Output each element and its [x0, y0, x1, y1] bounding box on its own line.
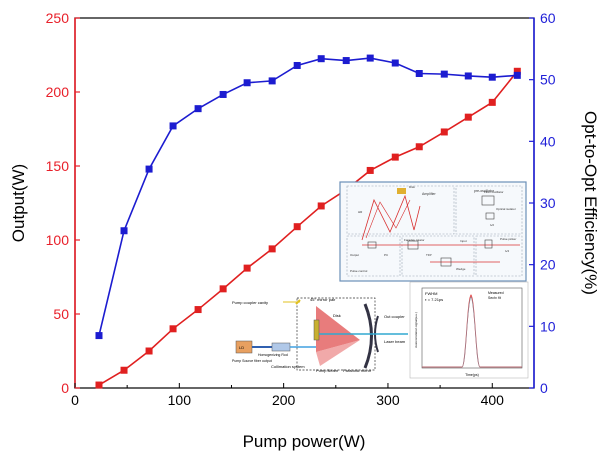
svg-text:Input: Input	[460, 239, 467, 243]
right-tick-label: 30	[540, 195, 556, 211]
svg-text:Collimation system: Collimation system	[271, 364, 305, 369]
data-point-efficiency	[293, 61, 301, 69]
inset-cavity-diagram: Pump coupler cavity 45° mirror pair Disk…	[230, 294, 410, 378]
data-point-efficiency	[145, 165, 153, 173]
data-point-efficiency	[366, 54, 374, 62]
svg-text:Disk: Disk	[333, 313, 341, 318]
x-tick-label: 0	[71, 392, 79, 408]
axis-ticks: 0 100 200 300 400 0 50 100 150 200 250 0 10 20 30 40 50 6…	[46, 10, 556, 408]
x-tick-label: 100	[168, 392, 192, 408]
svg-text:Faraday rotator: Faraday rotator	[404, 238, 425, 242]
series-line-output	[98, 70, 518, 386]
data-point-output	[243, 264, 251, 272]
svg-text:HR: HR	[358, 210, 363, 214]
data-point-output	[513, 67, 521, 75]
svg-text:Pump coupler cavity: Pump coupler cavity	[232, 300, 268, 305]
data-point-output	[219, 285, 227, 293]
data-point-efficiency	[95, 332, 103, 340]
right-tick-label: 50	[540, 72, 556, 88]
svg-text:Measured: Measured	[488, 291, 504, 295]
svg-text:τ = 7.21ps: τ = 7.21ps	[425, 297, 443, 302]
svg-text:Out coupler: Out coupler	[384, 314, 405, 319]
svg-text:Fiber oscillator: Fiber oscillator	[484, 190, 504, 194]
data-point-efficiency	[391, 59, 399, 67]
data-point-efficiency	[513, 71, 521, 79]
left-tick-label: 200	[46, 84, 70, 100]
data-point-output	[464, 113, 472, 121]
svg-text:λ/4: λ/4	[505, 249, 509, 253]
left-tick-label: 100	[46, 232, 70, 248]
data-point-output	[415, 143, 423, 151]
svg-text:Pump Source fiber output: Pump Source fiber output	[232, 359, 272, 363]
x-axis-title: Pump power(W)	[243, 432, 366, 451]
svg-text:TFP: TFP	[426, 253, 432, 257]
right-tick-label: 0	[540, 380, 548, 396]
data-point-output	[95, 381, 103, 389]
x-tick-label: 300	[376, 392, 400, 408]
series-layer	[95, 54, 521, 389]
data-point-output	[440, 128, 448, 136]
inset-autocorrelation: FWHM τ = 7.21ps Measured Sech² fit Autoc…	[409, 281, 529, 379]
data-point-output	[488, 98, 496, 106]
data-point-output	[366, 166, 374, 174]
data-point-output	[268, 245, 276, 253]
svg-text:Time(ps): Time(ps)	[465, 373, 479, 377]
svg-text:45° mirror pair: 45° mirror pair	[310, 297, 336, 302]
svg-text:Parabolic mirror: Parabolic mirror	[343, 368, 372, 373]
svg-text:Optical isolator: Optical isolator	[496, 207, 516, 211]
svg-text:Pump Beam: Pump Beam	[316, 368, 339, 373]
data-point-efficiency	[120, 227, 128, 235]
svg-text:Homogenizing Rod: Homogenizing Rod	[258, 353, 288, 357]
data-point-output	[194, 306, 202, 314]
data-point-efficiency	[488, 73, 496, 81]
data-point-efficiency	[169, 122, 177, 130]
svg-text:pre-oscillator: pre-oscillator	[474, 189, 495, 193]
right-tick-label: 60	[540, 10, 556, 26]
svg-text:Pulse picker: Pulse picker	[500, 237, 516, 241]
svg-text:Autocorrelation signal(a.u.): Autocorrelation signal(a.u.)	[414, 312, 418, 348]
svg-text:FWHM: FWHM	[425, 291, 437, 296]
data-point-efficiency	[194, 105, 202, 113]
data-point-efficiency	[464, 72, 472, 80]
data-point-output	[120, 366, 128, 374]
data-point-efficiency	[342, 57, 350, 65]
data-point-efficiency	[268, 77, 276, 85]
inset-laser-schematic: Amplifier pre-oscillator Fiber oscillato…	[339, 181, 527, 282]
data-point-output	[317, 202, 325, 210]
data-point-output	[391, 153, 399, 161]
x-tick-label: 200	[272, 392, 296, 408]
svg-text:λ/2: λ/2	[490, 223, 494, 227]
svg-text:Sech² fit: Sech² fit	[488, 296, 501, 300]
svg-text:Amplifier: Amplifier	[422, 192, 436, 196]
data-point-efficiency	[219, 90, 227, 98]
right-tick-label: 10	[540, 318, 556, 334]
right-axis-title: Opt-to-Opt Efficiency(%)	[581, 111, 600, 295]
right-tick-label: 40	[540, 133, 556, 149]
svg-text:PC: PC	[384, 253, 389, 257]
left-tick-label: 250	[46, 10, 70, 26]
svg-text:Output: Output	[350, 253, 359, 257]
data-point-efficiency	[317, 55, 325, 63]
x-tick-label: 400	[481, 392, 505, 408]
svg-text:LD: LD	[239, 345, 244, 350]
svg-text:Laser beam: Laser beam	[384, 339, 406, 344]
data-point-output	[293, 223, 301, 231]
data-point-efficiency	[243, 79, 251, 87]
left-tick-label: 0	[61, 380, 69, 396]
left-tick-label: 150	[46, 158, 70, 174]
left-axis-title: Output(W)	[9, 164, 28, 242]
data-point-efficiency	[415, 70, 423, 77]
svg-text:Wedge: Wedge	[456, 267, 466, 271]
data-point-output	[169, 325, 177, 333]
series-line-efficiency	[98, 57, 518, 336]
svg-text:Pulse control: Pulse control	[350, 269, 368, 273]
data-point-efficiency	[440, 70, 448, 78]
svg-text:Disk: Disk	[409, 185, 415, 189]
right-tick-label: 20	[540, 257, 556, 273]
left-tick-label: 50	[53, 306, 69, 322]
data-point-output	[145, 347, 153, 355]
